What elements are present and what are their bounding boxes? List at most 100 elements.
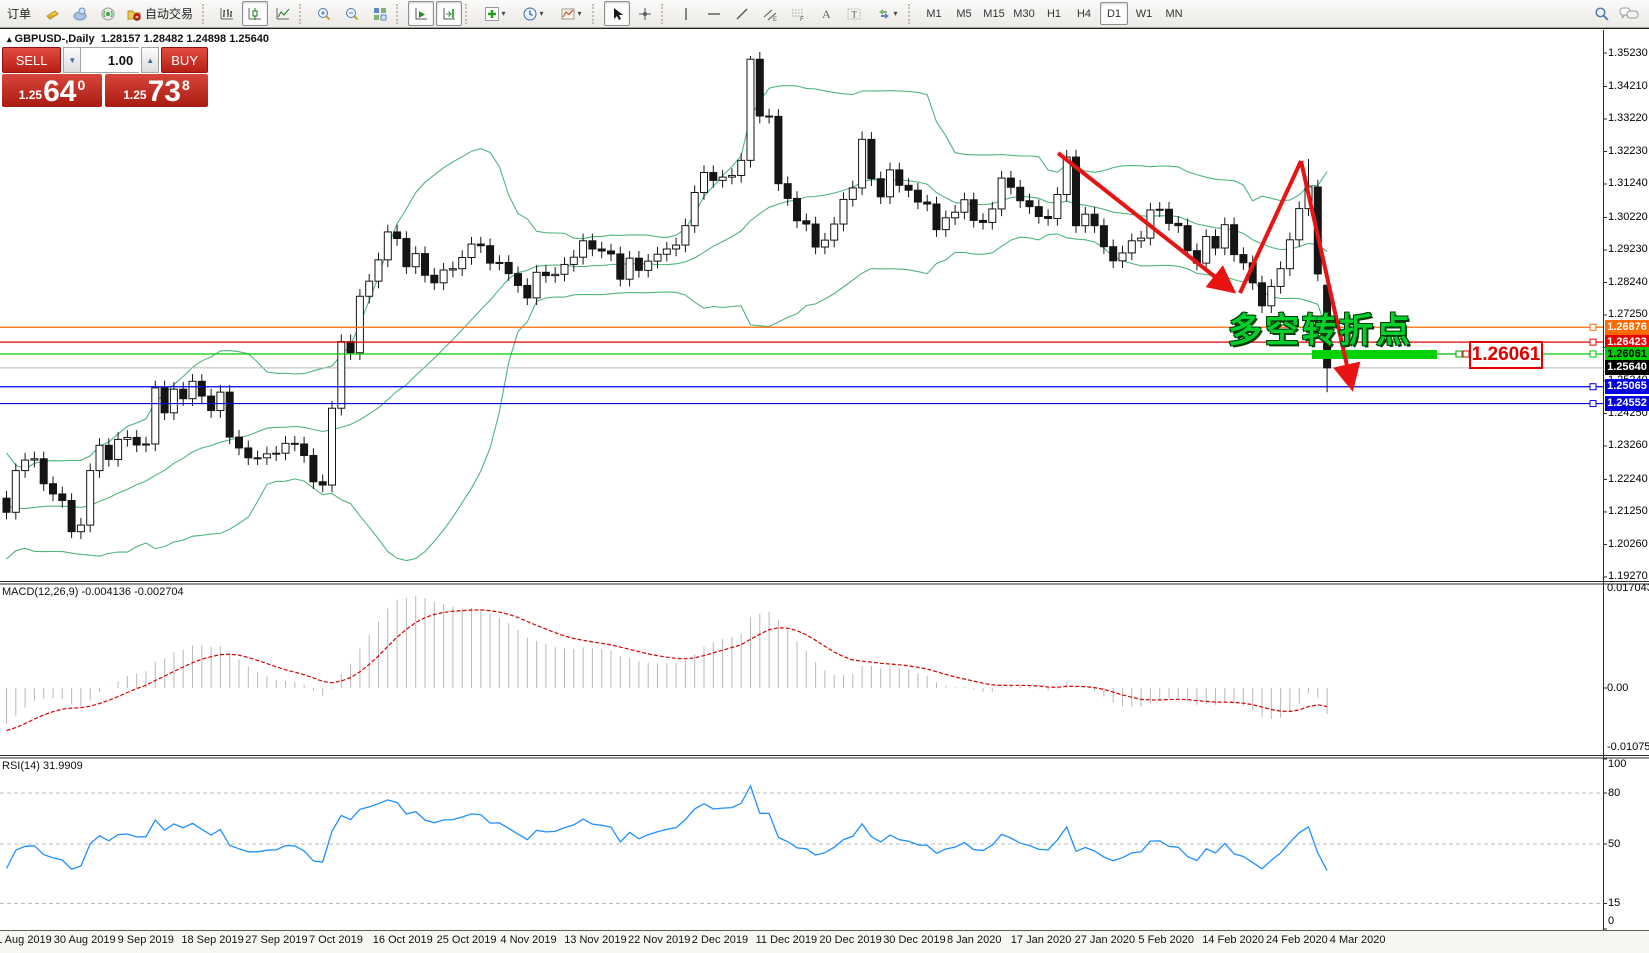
navigator-icon[interactable] [67,1,93,26]
current-price-badge: 1.25640 [1605,360,1649,376]
price-tag-label[interactable]: 1.26061 [1469,341,1543,369]
comments-icon[interactable] [1616,1,1642,26]
signals-icon[interactable] [95,1,121,26]
date-tick-label: 4 Nov 2019 [500,934,557,946]
toolbar-grip [202,3,211,24]
candlestick-chart-button[interactable] [242,1,268,26]
price-tick-label: 1.27250 [1608,308,1648,321]
timeframe-h1[interactable]: H1 [1046,7,1062,20]
fibonacci-button[interactable]: F [785,1,811,26]
price-tick-label: 1.21250 [1608,505,1648,518]
timeframe-w1[interactable]: W1 [1135,7,1153,20]
date-tick-label: 30 Dec 2019 [883,934,946,946]
zoom-out-button[interactable] [339,1,365,26]
chart-marker-icon: ▴ [7,34,12,44]
sell-price-big: 64 [43,75,77,108]
trendline-button[interactable] [729,1,755,26]
autotrading-label: 自动交易 [144,7,193,21]
indicators-add-button[interactable]: ▾ [477,1,513,26]
buy-price-big: 73 [147,75,181,108]
buy-button[interactable]: BUY [161,47,208,73]
equidistant-channel-button[interactable]: E [757,1,783,26]
text-button[interactable]: A [813,1,839,26]
date-tick-label: 27 Jan 2020 [1074,934,1136,946]
sell-button[interactable]: SELL [2,47,62,73]
rsi-level-label: 0 [1608,915,1615,927]
price-line-badge: 1.25065 [1605,379,1649,395]
price-tick-label: 1.22240 [1608,472,1648,485]
rsi-label: RSI(14) 31.9909 [2,760,83,772]
timeframe-m15[interactable]: M15 [983,7,1005,20]
text-label-button[interactable]: T [841,1,867,26]
rsi-level-label: 15 [1608,897,1621,909]
vertical-line-button[interactable] [673,1,699,26]
cursor-button[interactable] [604,1,630,26]
buy-price[interactable]: 1.25 73 8 [105,74,208,107]
templates-button[interactable]: ▾ [553,1,589,26]
volume-decrease-button[interactable]: ▼ [63,47,82,73]
arrows-button[interactable]: ▾ [869,1,905,26]
toolbar-right [1587,1,1643,26]
date-tick-label: 8 Jan 2020 [947,934,1002,946]
price-tick-label: 1.31240 [1608,177,1648,190]
auto-scroll-button[interactable] [408,1,434,26]
new-order-button[interactable]: 订单 [1,1,37,26]
search-icon[interactable] [1588,1,1614,26]
sell-price-sup: 0 [77,77,86,93]
sell-price[interactable]: 1.25 64 0 [2,74,102,107]
volume-increase-button[interactable]: ▲ [141,47,160,73]
price-line-badge: 1.26061 [1605,346,1649,362]
date-tick-label: 14 Feb 2020 [1202,934,1264,946]
date-tick-label: 21 Aug 2019 [0,934,52,946]
chart-window[interactable] [0,27,1649,953]
date-tick-label: 11 Dec 2019 [755,934,818,946]
timeframe-m5[interactable]: M5 [956,7,972,20]
annotation-text[interactable]: 多空转折点 [1228,312,1413,350]
timeframe-m1[interactable]: M1 [926,7,942,20]
price-tick-label: 1.30220 [1608,210,1648,223]
buy-price-prefix: 1.25 [123,88,147,102]
timeframe-m30[interactable]: M30 [1013,7,1035,20]
date-tick-label: 9 Sep 2019 [117,934,174,946]
toolbar: 订单 自动交易 ▾ ▾ [0,0,1649,28]
price-tick-label: 1.29230 [1608,243,1648,256]
macd-zero-label: 0.00 [1607,681,1629,694]
horizontal-line-button[interactable] [701,1,727,26]
chevron-down-icon: ▾ [539,9,544,18]
price-tick-label: 1.23260 [1608,439,1648,452]
price-tick-label: 1.20260 [1608,537,1648,550]
date-tick-label: 18 Sep 2019 [181,934,244,946]
buy-price-sup: 8 [181,77,190,93]
price-tick-label: 1.34210 [1608,79,1648,92]
date-tick-label: 27 Sep 2019 [245,934,308,946]
chevron-down-icon: ▾ [893,9,898,18]
timeframe-mn[interactable]: MN [1165,7,1183,20]
tile-windows-button[interactable] [367,1,393,26]
volume-input[interactable]: 1.00 [81,47,140,73]
date-tick-label: 24 Feb 2020 [1266,934,1328,946]
svg-text:A: A [822,7,831,21]
macd-max-label: 0.017043 [1607,582,1649,594]
timeframe-h4[interactable]: H4 [1076,7,1092,20]
toolbar-grip [908,3,917,24]
date-tick-label: 4 Mar 2020 [1329,934,1386,946]
chevron-down-icon: ▾ [501,9,506,18]
chart-symbol-period: GBPUSD-,Daily [14,33,95,45]
crosshair-button[interactable] [632,1,658,26]
periods-button[interactable]: ▾ [515,1,551,26]
new-order-label: 订单 [6,7,31,21]
autotrading-button[interactable]: 自动交易 [123,1,199,26]
market-watch-icon[interactable] [39,1,65,26]
price-line-badge: 1.26423 [1605,334,1649,350]
timeframe-d1[interactable]: D1 [1100,2,1128,25]
zoom-in-button[interactable] [311,1,337,26]
bar-chart-button[interactable] [214,1,240,26]
price-tick-label: 1.28240 [1608,275,1648,288]
date-axis[interactable] [0,930,1649,953]
price-tick-label: 1.35230 [1608,46,1648,59]
line-chart-button[interactable] [270,1,296,26]
chart-shift-button[interactable] [436,1,462,26]
macd-label: MACD(12,26,9) -0.004136 -0.002704 [2,586,184,598]
rsi-level-label: 50 [1608,837,1621,850]
